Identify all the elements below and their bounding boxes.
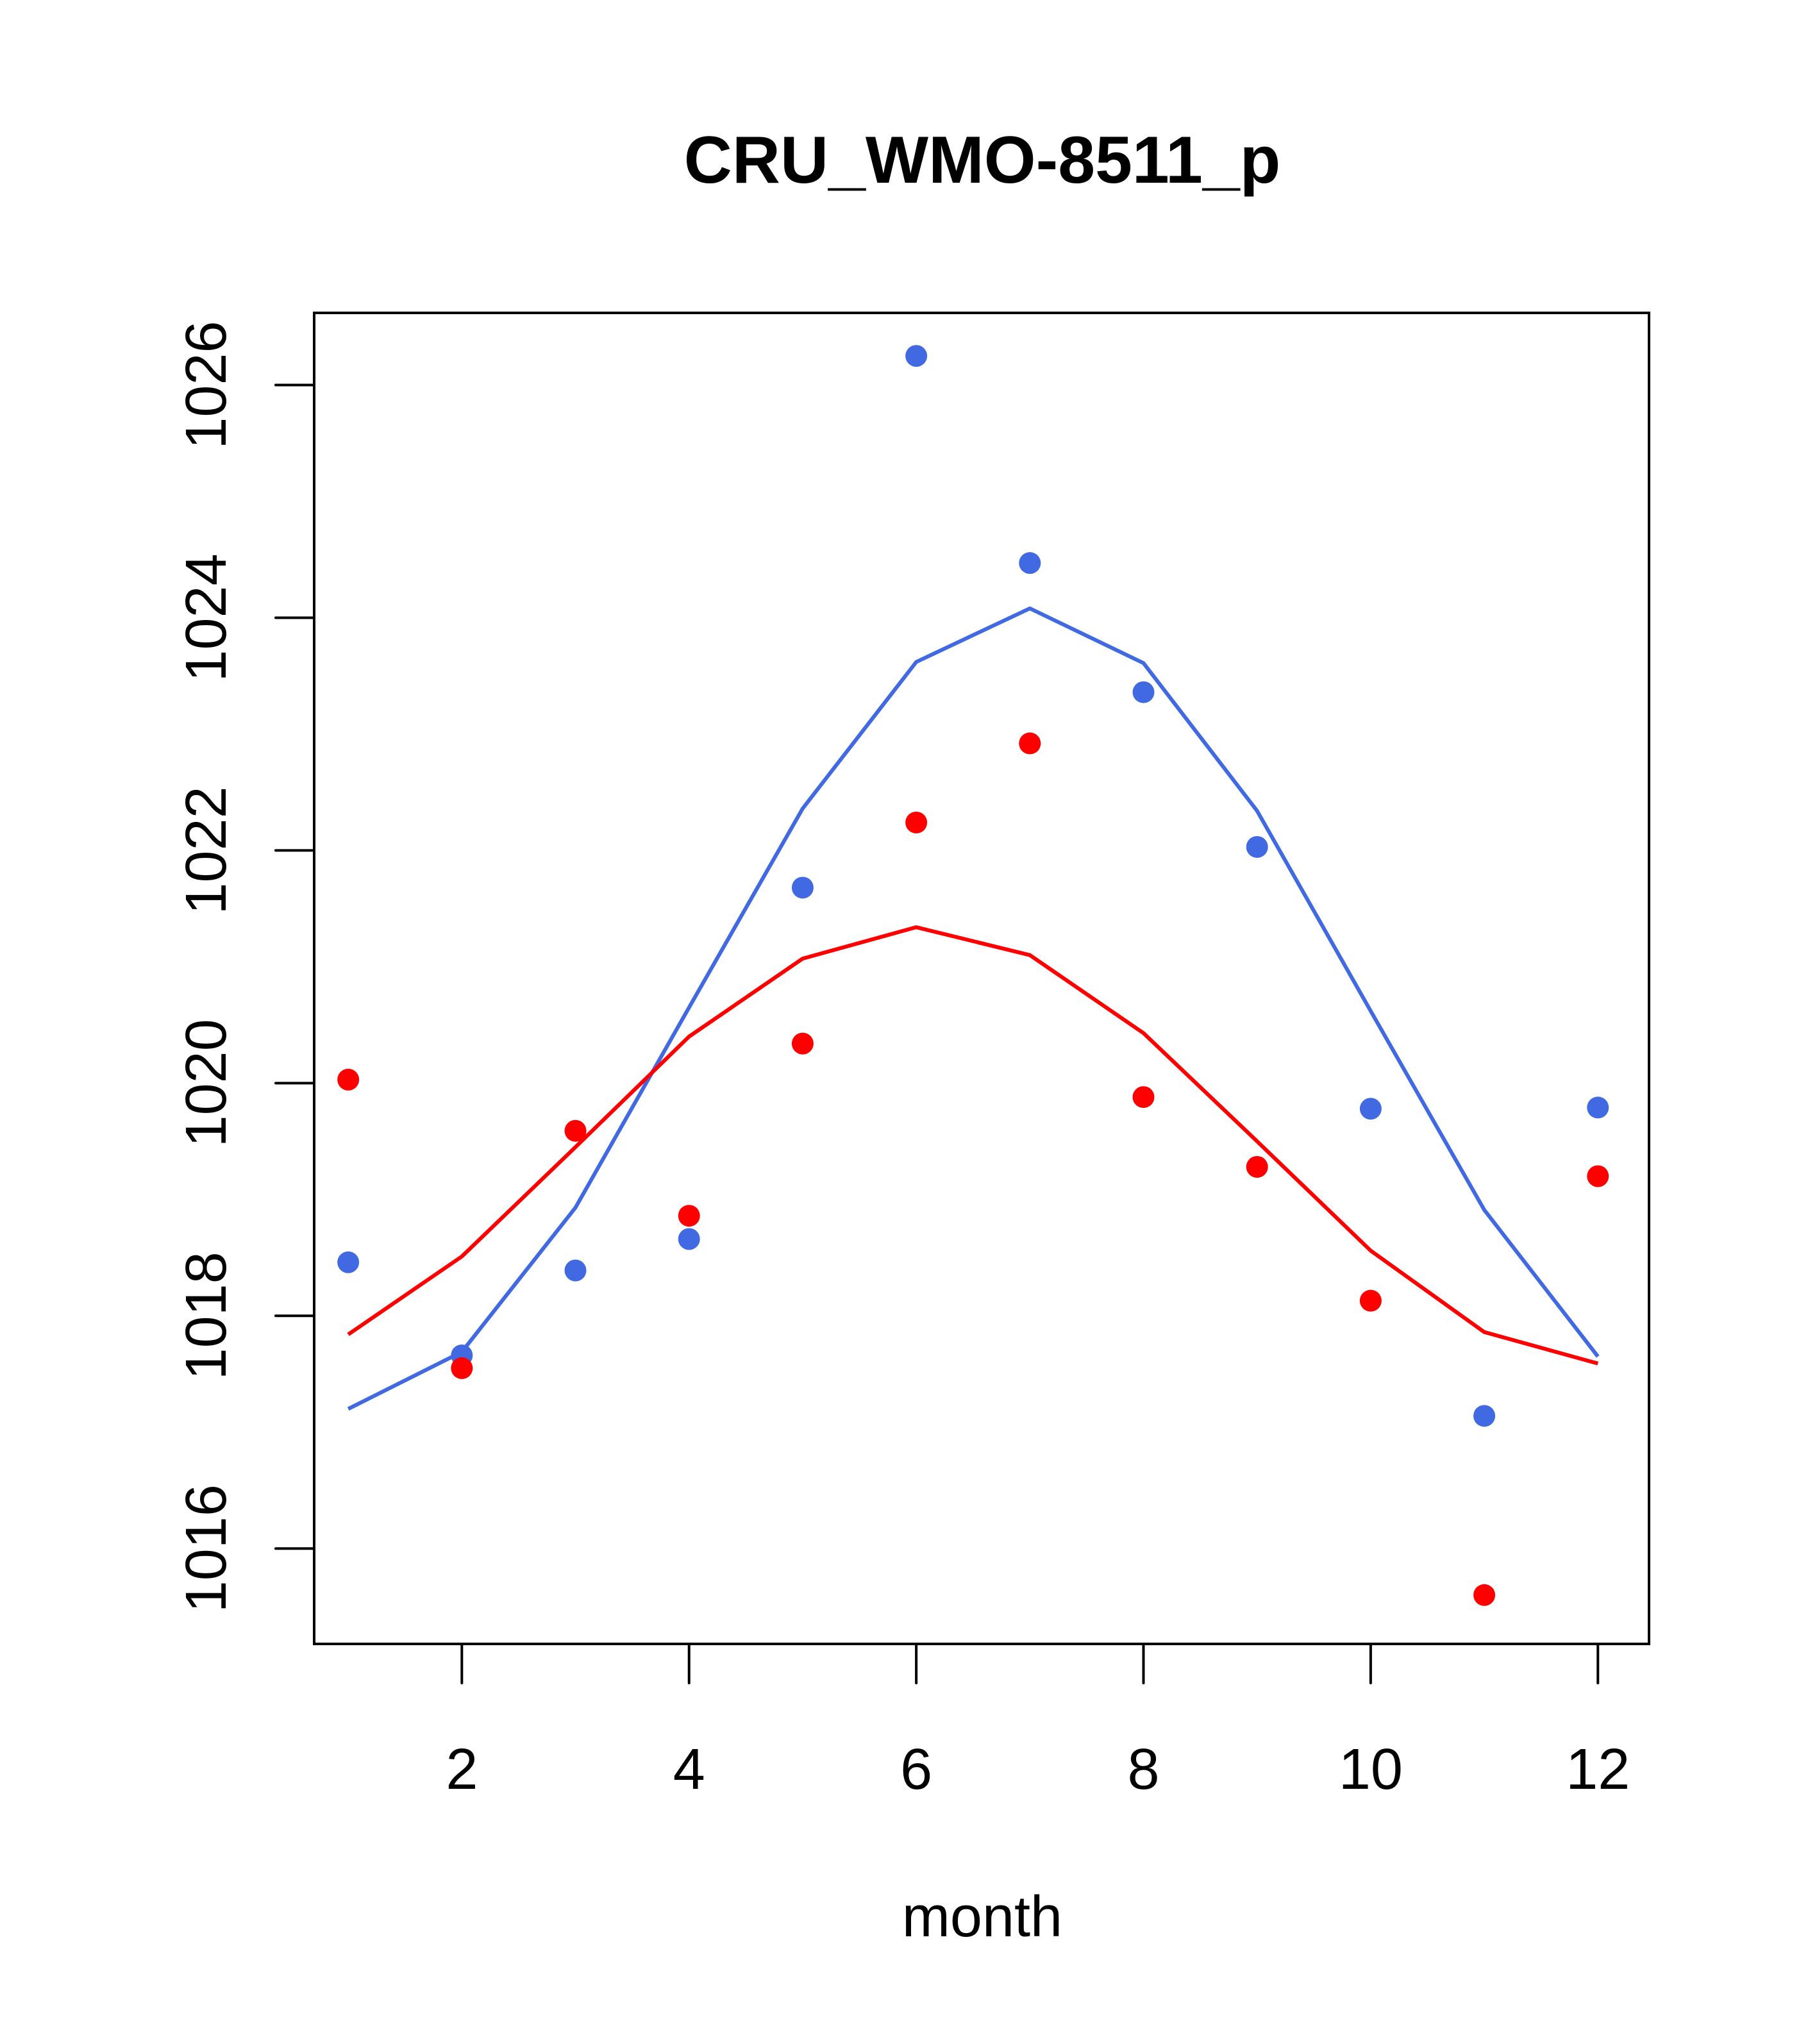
y-tick-label: 1026 <box>174 321 239 449</box>
x-axis-label: month <box>902 1885 1062 1949</box>
blue-point <box>1587 1096 1609 1119</box>
red-point <box>791 1032 814 1055</box>
red-point <box>564 1119 587 1142</box>
blue-point <box>1246 835 1268 858</box>
x-tick-label: 2 <box>446 1738 478 1802</box>
blue-point <box>337 1251 360 1273</box>
blue-point <box>1359 1098 1382 1120</box>
red-point <box>337 1068 360 1091</box>
x-tick-label: 10 <box>1339 1738 1403 1802</box>
red-point <box>1132 1086 1155 1109</box>
y-tick-label: 1018 <box>174 1252 239 1380</box>
x-axis: 2 4 6 8 10 12 <box>446 1643 1630 1802</box>
blue-point <box>1132 681 1155 703</box>
blue-line-series <box>347 606 1600 1411</box>
plot-box <box>313 312 1650 1645</box>
red-point <box>1473 1584 1496 1606</box>
red-point <box>1246 1155 1268 1178</box>
red-point <box>1019 732 1041 755</box>
blue-point <box>1473 1405 1496 1427</box>
x-tick-label: 6 <box>900 1738 932 1802</box>
x-tick-label: 4 <box>673 1738 705 1802</box>
red-point <box>905 811 928 834</box>
red-line-series <box>347 925 1599 1366</box>
red-point <box>1359 1289 1382 1312</box>
blue-point <box>905 345 928 367</box>
red-point <box>451 1357 473 1379</box>
blue-point <box>1019 552 1041 574</box>
series-layer <box>337 345 1609 1606</box>
x-tick-label: 12 <box>1566 1738 1630 1802</box>
y-tick-label: 1020 <box>174 1019 239 1147</box>
blue-point <box>564 1259 587 1282</box>
blue-point <box>678 1228 700 1250</box>
y-tick-label: 1022 <box>174 786 239 914</box>
y-tick-label: 1016 <box>174 1484 239 1613</box>
y-axis: 1016 1018 1020 1022 1024 1026 <box>174 321 315 1613</box>
red-point <box>678 1205 700 1227</box>
red-point <box>1587 1165 1609 1187</box>
x-tick-label: 8 <box>1127 1738 1159 1802</box>
chart-title: CRU_WMO-8511_p <box>684 123 1280 197</box>
blue-point <box>791 876 814 899</box>
y-tick-label: 1024 <box>174 553 239 682</box>
